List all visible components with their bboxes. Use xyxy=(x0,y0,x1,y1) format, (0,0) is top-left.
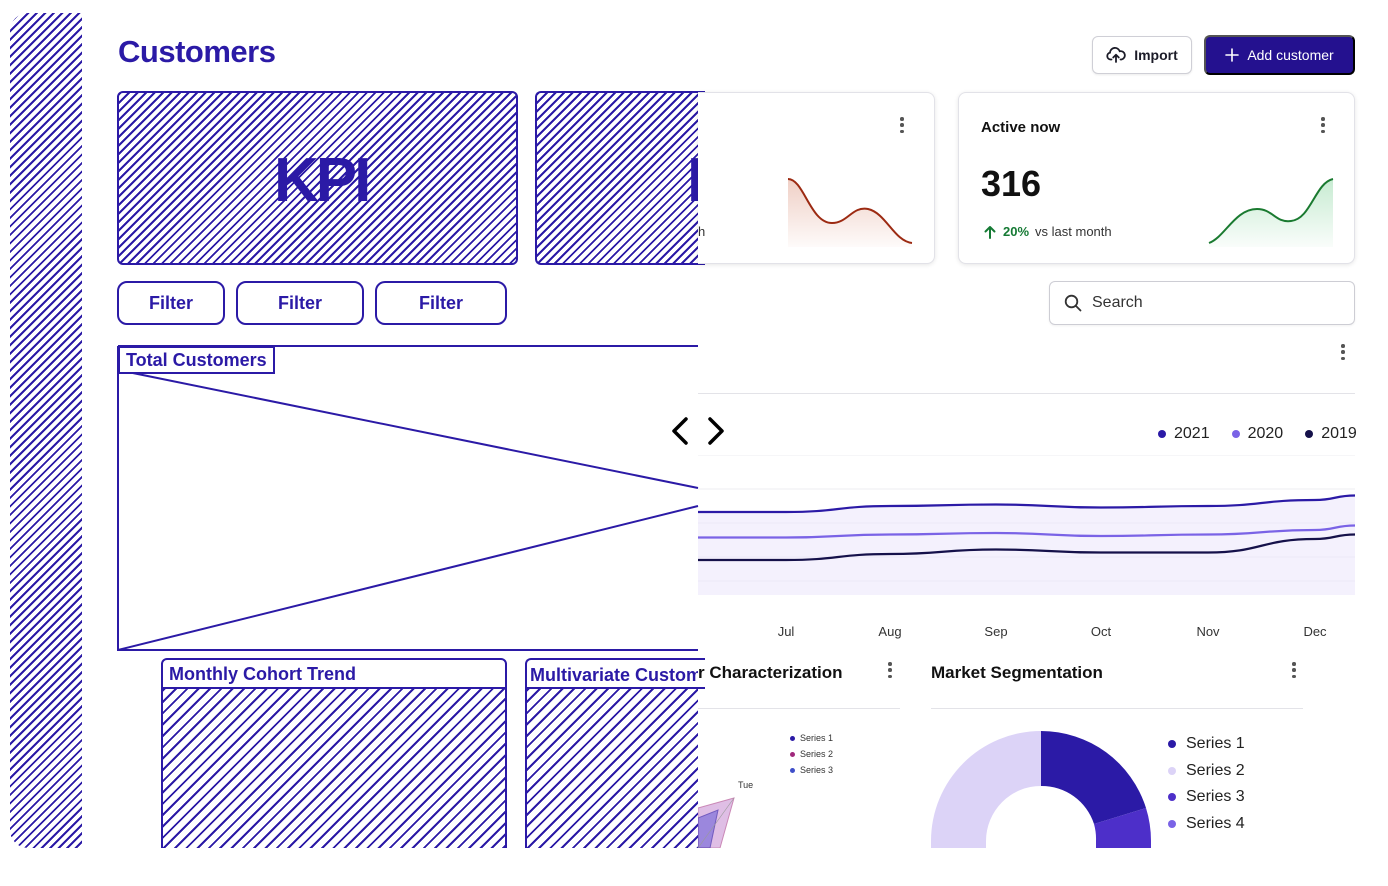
active-now-value: 316 xyxy=(981,163,1042,204)
market-segmentation-title: Market Segmentation xyxy=(931,663,1103,682)
kpi-wireframe-label: KPI xyxy=(274,146,371,215)
chevron-left-icon[interactable] xyxy=(666,416,696,446)
multivariate-wire-label-box xyxy=(525,658,705,689)
sidebar-wireframe xyxy=(10,13,82,848)
legend-item-2021: 2021 xyxy=(1158,425,1210,443)
segmentation-legend: Series 1 Series 2 Series 3 Series 4 xyxy=(1168,731,1245,837)
series-line-2019 xyxy=(698,533,1355,562)
import-label: Import xyxy=(1134,47,1178,63)
legend-item-2020: 2020 xyxy=(1231,425,1283,443)
active-now-delta-pct: 20% xyxy=(1003,224,1030,239)
search-placeholder: Search xyxy=(1092,294,1143,311)
add-customer-label: Add customer xyxy=(1247,47,1334,63)
more-options-icon[interactable] xyxy=(888,662,892,678)
arrow-up-icon xyxy=(984,225,996,239)
total-customers-label: Total Customers xyxy=(118,346,275,374)
x-tick-sep: Sep xyxy=(984,624,1008,639)
radar-axis-label-tue: Tue xyxy=(738,780,754,790)
legend-item-2019: 2019 xyxy=(1305,425,1357,443)
page-title: Customers xyxy=(118,34,276,69)
series-line-2021 xyxy=(698,494,1355,514)
x-tick-jul: Jul xyxy=(777,624,795,639)
multivariate-divider xyxy=(698,708,900,709)
radar-chart xyxy=(698,797,735,848)
monthly-cohort-label: Monthly Cohort Trend xyxy=(161,658,507,689)
legend-series-3: Series 3 xyxy=(1168,784,1245,811)
multivariate-title-wire-part: Multivariate Customer Characterization xyxy=(530,665,698,685)
band-area xyxy=(698,495,1355,595)
filter-button-2[interactable]: Filter xyxy=(236,281,364,325)
chevron-right-icon[interactable] xyxy=(700,416,730,446)
multivariate-wireframe xyxy=(525,689,698,848)
active-now-title: Active now xyxy=(981,119,1061,136)
kpi-wireframe-box-2: K xyxy=(535,91,705,265)
series-line-2020 xyxy=(698,524,1355,539)
x-tick-aug: Aug xyxy=(878,624,902,639)
active-now-sparkline xyxy=(1208,178,1334,247)
total-customers-wireframe xyxy=(117,345,699,651)
search-icon xyxy=(1064,294,1082,312)
cloud-upload-icon xyxy=(1106,47,1126,63)
more-options-icon[interactable] xyxy=(1292,662,1296,678)
x-tick-dec: Dec xyxy=(1303,624,1327,639)
segmentation-divider xyxy=(931,708,1303,709)
chart-more-options-icon[interactable] xyxy=(1341,344,1345,360)
kpi-card-1-sparkline xyxy=(787,178,913,247)
legend-series-1: Series 1 xyxy=(1168,731,1245,758)
active-now-delta: 20% vs last month xyxy=(983,224,1112,239)
x-tick-oct: Oct xyxy=(1090,624,1112,639)
kpi-card-1-partial-text: h xyxy=(698,224,706,239)
kpi-card-1: h xyxy=(698,92,935,264)
legend-series-4: Series 4 xyxy=(1168,811,1245,838)
search-input[interactable]: Search xyxy=(1049,281,1355,325)
chart-divider xyxy=(698,393,1355,394)
monthly-cohort-wireframe xyxy=(161,689,507,848)
filter-button-1[interactable]: Filter xyxy=(117,281,225,325)
add-customer-button[interactable]: Add customer xyxy=(1204,35,1355,75)
plus-icon xyxy=(1225,48,1240,62)
series-lines xyxy=(698,494,1355,562)
multivariate-legend: Series 1 Series 2 Series 3 xyxy=(790,730,833,778)
active-now-delta-text: vs last month xyxy=(1035,224,1112,239)
filter-button-3[interactable]: Filter xyxy=(375,281,507,325)
chart-legend: 2021 2020 2019 xyxy=(1158,425,1357,443)
customers-line-chart xyxy=(698,455,1355,595)
kpi-wireframe-box: KPI xyxy=(117,91,518,265)
x-tick-nov: Nov xyxy=(1196,624,1220,639)
segmentation-donut xyxy=(931,731,1152,848)
import-button[interactable]: Import xyxy=(1092,36,1192,74)
more-options-icon[interactable] xyxy=(1321,117,1325,133)
legend-series-2: Series 2 xyxy=(1168,758,1245,785)
kpi-card-active-now: Active now 316 20% vs last month xyxy=(958,92,1355,264)
more-options-icon[interactable] xyxy=(900,117,904,133)
multivariate-title: r Characterization xyxy=(698,663,843,682)
